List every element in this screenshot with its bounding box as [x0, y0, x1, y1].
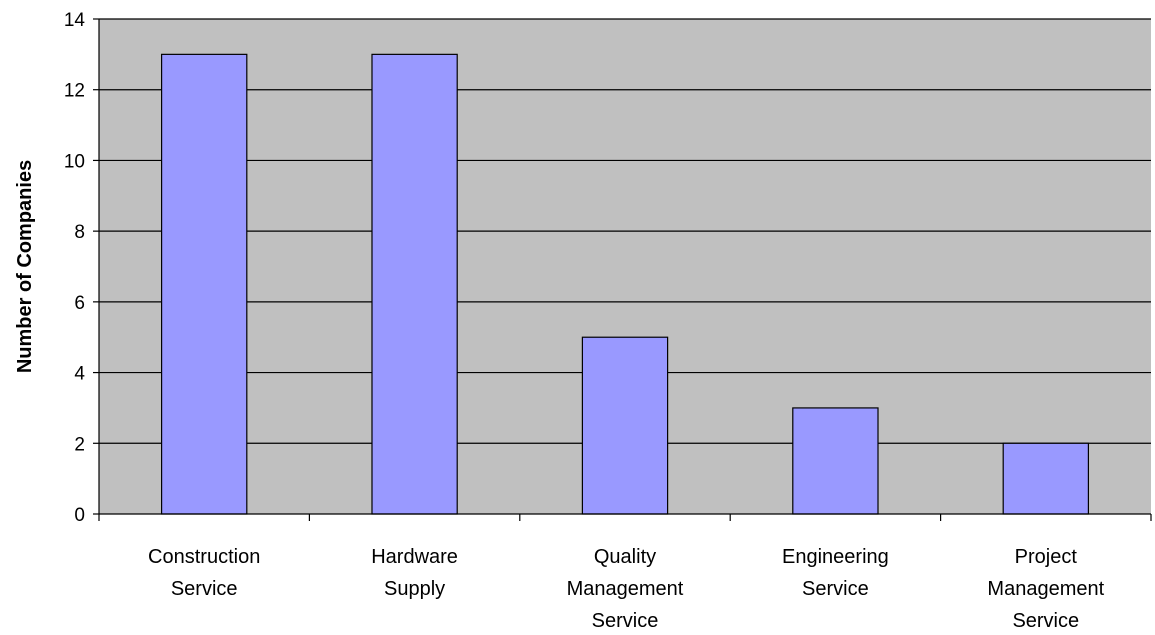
y-tick-label: 0 — [74, 505, 85, 526]
x-category-labels: Construction Service Hardware Supply Quality… — [148, 546, 1105, 632]
y-tick-label: 6 — [74, 293, 85, 314]
y-tick-label: 8 — [74, 222, 85, 243]
y-tick-label: 12 — [64, 81, 85, 102]
x-category-label: Engineering Service — [782, 546, 889, 600]
bar — [1002, 442, 1090, 515]
x-category-label: Hardware Supply — [371, 546, 458, 600]
axes — [93, 18, 1152, 521]
bar — [371, 53, 458, 515]
y-axis-title: Number of Companies — [14, 160, 36, 373]
x-category-label: Construction Service — [148, 546, 260, 600]
bar — [792, 407, 879, 515]
y-tick-labels: 0 2 4 6 8 10 12 14 — [64, 10, 86, 526]
bar — [581, 336, 669, 515]
x-category-label: Project Management Service — [987, 546, 1104, 632]
x-category-label: Quality Management Service — [567, 546, 684, 632]
bar — [160, 53, 248, 515]
y-tick-label: 2 — [74, 434, 85, 455]
y-tick-label: 4 — [74, 364, 85, 385]
y-tick-label: 10 — [64, 151, 85, 172]
y-tick-label: 14 — [64, 10, 86, 31]
